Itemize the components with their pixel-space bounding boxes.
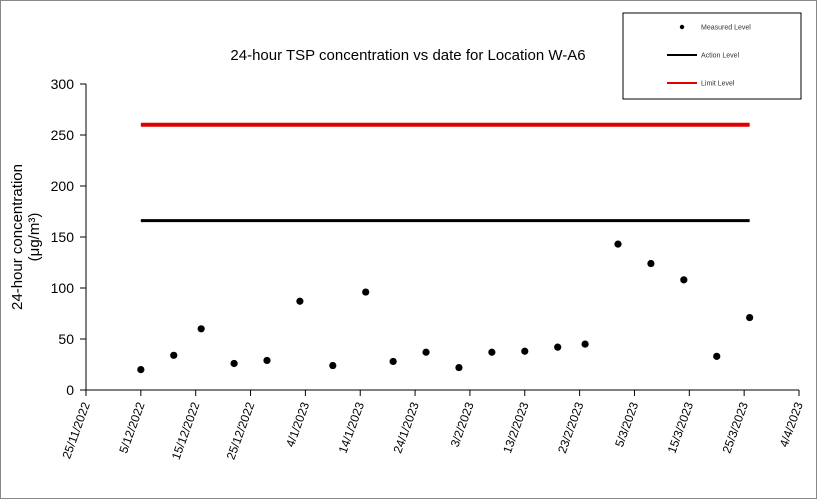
measured-points <box>137 240 754 374</box>
y-tick-label: 0 <box>66 382 74 398</box>
measured-level-point <box>197 325 205 333</box>
measured-level-point <box>137 366 145 374</box>
measured-level-point <box>263 356 271 365</box>
chart-title: 24-hour TSP concentration vs date for Lo… <box>230 47 585 64</box>
y-tick-label: 200 <box>51 178 75 194</box>
measured-level-point <box>296 297 304 305</box>
y-ticks: 0 50 100 150 200 250 300 <box>51 76 86 398</box>
measured-level-point <box>554 343 562 351</box>
axes <box>85 84 799 391</box>
measured-level-point <box>329 361 337 370</box>
y-axis-label-line1: 24-hour concentration <box>9 164 26 310</box>
y-tick-label: 300 <box>51 76 75 92</box>
measured-level-point <box>581 340 589 348</box>
x-tick-label: 15/12/2022 <box>169 400 203 462</box>
measured-level-point <box>170 351 178 359</box>
x-tick-label: 4/1/2023 <box>283 400 312 449</box>
measured-level-point <box>362 288 370 296</box>
legend-box <box>622 12 802 100</box>
measured-level-point <box>521 347 529 355</box>
x-tick-label: 25/3/2023 <box>720 400 752 455</box>
measured-level-point <box>614 240 622 248</box>
legend: Measured Level Action Level Limit Level <box>622 12 802 100</box>
measured-level-point <box>680 276 688 284</box>
x-tick-label: 5/3/2023 <box>612 400 641 449</box>
legend-label: Measured Level <box>701 25 751 32</box>
legend-label: Action Level <box>701 53 740 60</box>
measured-level-point <box>422 348 430 356</box>
x-tick-label: 23/2/2023 <box>555 400 587 455</box>
level-lines <box>140 122 750 223</box>
x-tick-label: 25/11/2022 <box>59 400 93 461</box>
measured-level-point <box>746 313 754 322</box>
x-tick-label: 25/12/2022 <box>224 400 258 462</box>
x-tick-label: 13/2/2023 <box>500 400 532 455</box>
x-tick-label: 14/1/2023 <box>336 400 368 455</box>
y-axis-label: 24-hour concentration (μg/m³) <box>9 164 43 310</box>
y-tick-label: 100 <box>51 280 75 296</box>
measured-level-point <box>647 259 655 268</box>
x-tick-label: 5/12/2022 <box>116 400 148 455</box>
measured-level-point <box>455 363 463 372</box>
x-tick-label: 3/2/2023 <box>448 400 477 449</box>
y-axis-label-line2: (μg/m³) <box>26 213 43 262</box>
x-tick-label: 15/3/2023 <box>665 400 697 455</box>
measured-level-point <box>488 348 496 356</box>
measured-level-point <box>713 352 721 360</box>
x-tick-label: 24/1/2023 <box>390 400 422 455</box>
x-ticks: 25/11/2022 5/12/2022 15/12/2022 25/12/2022 4… <box>59 390 806 461</box>
y-tick-label: 50 <box>58 331 74 347</box>
x-tick-label: 4/4/2023 <box>777 400 806 449</box>
y-tick-label: 150 <box>51 229 75 245</box>
legend-marker-measured-level <box>679 24 685 30</box>
legend-label: Limit Level <box>701 81 735 88</box>
measured-level-point <box>230 359 238 368</box>
y-tick-label: 250 <box>51 127 75 143</box>
measured-level-point <box>389 357 397 366</box>
